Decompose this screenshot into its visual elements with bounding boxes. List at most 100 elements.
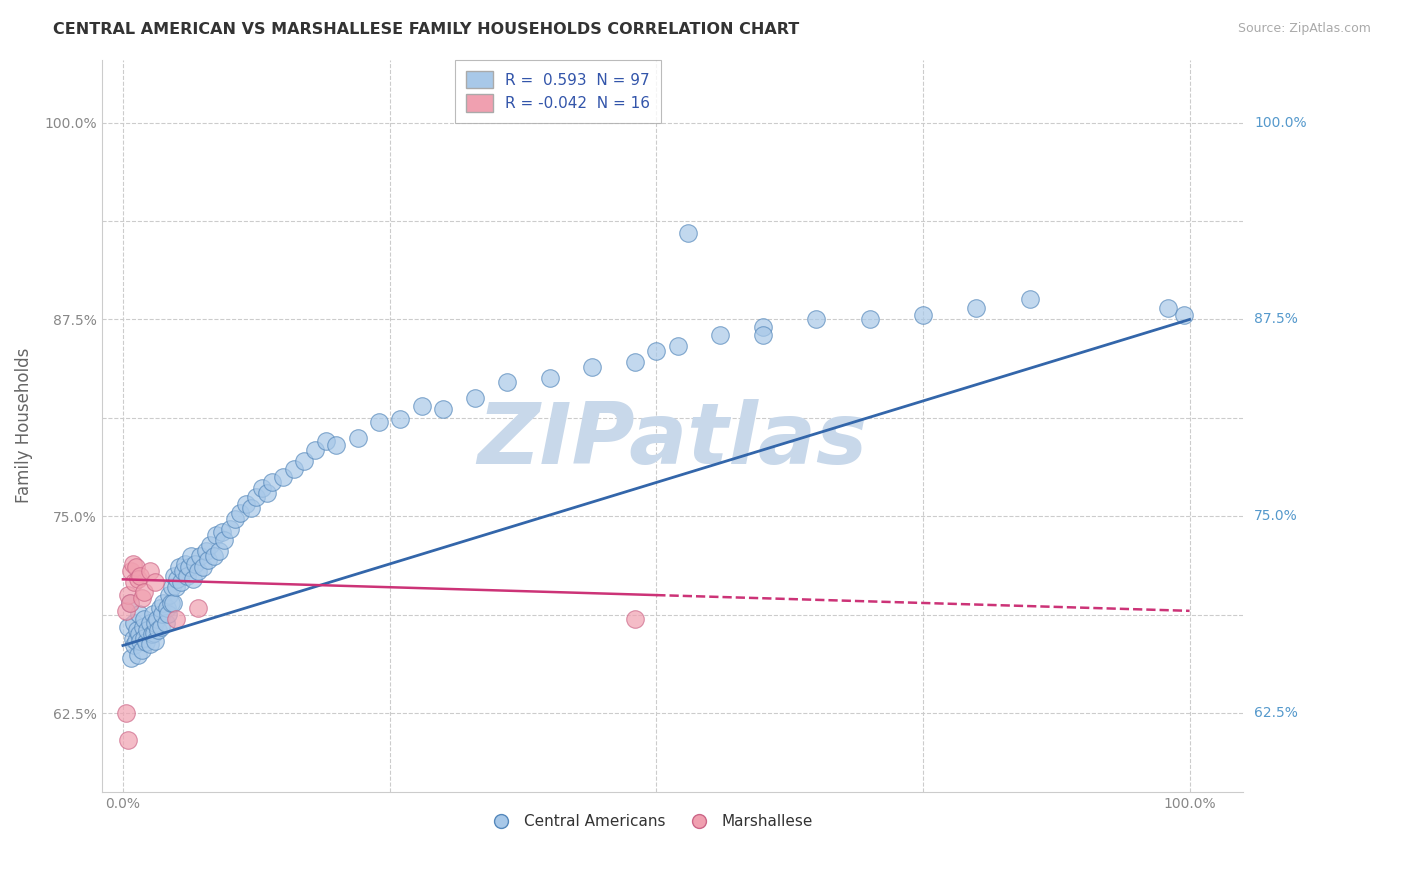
Point bbox=[208, 544, 231, 558]
Point bbox=[121, 651, 143, 665]
Point bbox=[156, 600, 179, 615]
Point bbox=[184, 557, 207, 571]
Point bbox=[122, 575, 145, 590]
Point bbox=[149, 600, 172, 615]
Point bbox=[214, 533, 236, 547]
Point bbox=[160, 580, 183, 594]
Point bbox=[152, 607, 174, 621]
Point bbox=[224, 512, 246, 526]
Point bbox=[678, 226, 700, 240]
Point bbox=[125, 559, 148, 574]
Point bbox=[117, 619, 139, 633]
Point bbox=[235, 497, 257, 511]
Point bbox=[271, 470, 294, 484]
Point bbox=[315, 434, 337, 448]
Point bbox=[191, 559, 214, 574]
Point bbox=[134, 612, 156, 626]
Point bbox=[143, 575, 166, 590]
Point bbox=[152, 596, 174, 610]
Point bbox=[134, 631, 156, 645]
Point bbox=[645, 343, 668, 358]
Point bbox=[666, 339, 689, 353]
Point bbox=[389, 411, 412, 425]
Point bbox=[146, 623, 169, 637]
Point bbox=[806, 312, 828, 326]
Point bbox=[177, 559, 200, 574]
Point bbox=[121, 565, 143, 579]
Point bbox=[173, 557, 195, 571]
Point bbox=[211, 525, 233, 540]
Point bbox=[127, 648, 149, 662]
Point bbox=[115, 604, 138, 618]
Point bbox=[142, 607, 165, 621]
Point bbox=[162, 596, 184, 610]
Point bbox=[165, 580, 187, 594]
Point bbox=[1157, 301, 1180, 316]
Point bbox=[752, 320, 775, 334]
Point bbox=[138, 637, 160, 651]
Legend: Central Americans, Marshallese: Central Americans, Marshallese bbox=[479, 808, 820, 836]
Point bbox=[1018, 292, 1040, 306]
Point bbox=[411, 399, 433, 413]
Point bbox=[325, 438, 347, 452]
Point bbox=[121, 632, 143, 647]
Point bbox=[131, 591, 153, 606]
Point bbox=[188, 549, 211, 563]
Point bbox=[143, 633, 166, 648]
Point bbox=[202, 549, 225, 563]
Point bbox=[122, 639, 145, 653]
Point bbox=[132, 619, 155, 633]
Point bbox=[283, 462, 305, 476]
Point bbox=[858, 312, 880, 326]
Point bbox=[368, 415, 391, 429]
Point bbox=[911, 308, 934, 322]
Point bbox=[129, 633, 152, 648]
Point bbox=[538, 370, 561, 384]
Point bbox=[1173, 308, 1195, 322]
Point bbox=[128, 627, 150, 641]
Point bbox=[262, 475, 284, 489]
Point bbox=[122, 616, 145, 631]
Point bbox=[197, 553, 219, 567]
Point bbox=[464, 391, 486, 405]
Point bbox=[200, 538, 222, 552]
Point bbox=[128, 607, 150, 621]
Text: CENTRAL AMERICAN VS MARSHALLESE FAMILY HOUSEHOLDS CORRELATION CHART: CENTRAL AMERICAN VS MARSHALLESE FAMILY H… bbox=[53, 22, 800, 37]
Point bbox=[752, 328, 775, 343]
Point bbox=[187, 600, 209, 615]
Point bbox=[163, 569, 186, 583]
Text: 62.5%: 62.5% bbox=[1254, 706, 1298, 720]
Point bbox=[256, 485, 278, 500]
Point bbox=[138, 565, 160, 579]
Point bbox=[136, 623, 159, 637]
Point bbox=[624, 355, 647, 369]
Point bbox=[138, 616, 160, 631]
Point bbox=[120, 596, 142, 610]
Point bbox=[143, 616, 166, 631]
Point bbox=[218, 522, 240, 536]
Point bbox=[239, 501, 262, 516]
Point bbox=[157, 588, 180, 602]
Point bbox=[172, 565, 194, 579]
Point bbox=[117, 733, 139, 747]
Point bbox=[180, 549, 202, 563]
Point bbox=[127, 572, 149, 586]
Point bbox=[156, 607, 179, 621]
Point bbox=[120, 596, 142, 610]
Point bbox=[195, 544, 218, 558]
Text: ZIPatlas: ZIPatlas bbox=[477, 399, 868, 482]
Point bbox=[125, 623, 148, 637]
Y-axis label: Family Households: Family Households bbox=[15, 348, 32, 503]
Point bbox=[432, 402, 454, 417]
Point bbox=[245, 491, 267, 505]
Point bbox=[131, 643, 153, 657]
Point bbox=[129, 569, 152, 583]
Point bbox=[134, 585, 156, 599]
Point bbox=[121, 557, 143, 571]
Point bbox=[150, 619, 173, 633]
Text: Source: ZipAtlas.com: Source: ZipAtlas.com bbox=[1237, 22, 1371, 36]
Text: 87.5%: 87.5% bbox=[1254, 312, 1298, 326]
Point bbox=[229, 506, 252, 520]
Point bbox=[169, 559, 191, 574]
Point bbox=[581, 359, 603, 374]
